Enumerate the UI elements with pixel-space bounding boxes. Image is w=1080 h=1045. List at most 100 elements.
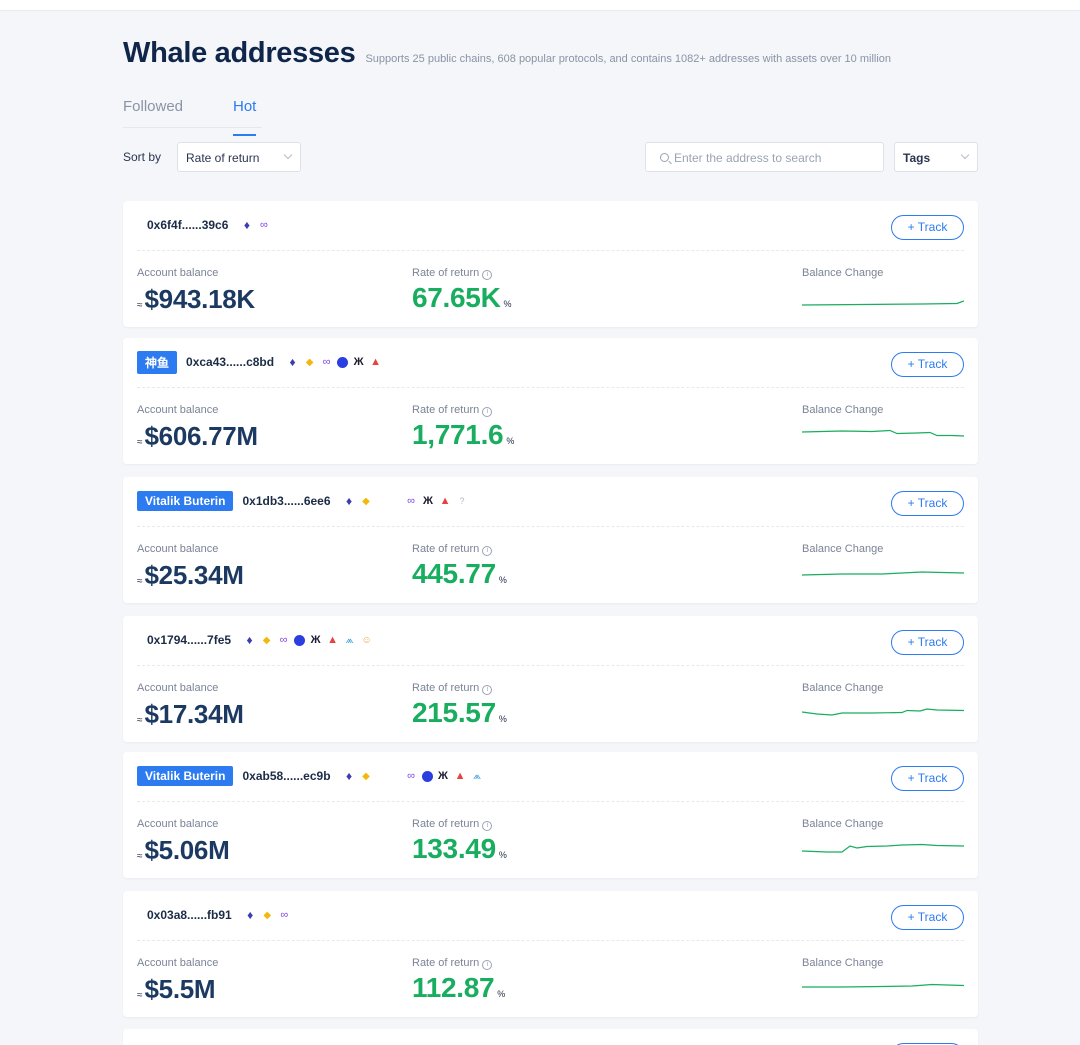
chevron-down-icon: [283, 150, 293, 160]
ethereum-icon: ♦: [345, 493, 353, 508]
account-balance-value: $25.34M: [144, 560, 244, 590]
fantom-icon: ⩕: [345, 634, 354, 646]
info-icon[interactable]: i: [482, 546, 493, 556]
address-link[interactable]: 0xab58......ec9b: [242, 769, 331, 783]
tags-select[interactable]: Tags: [894, 142, 978, 172]
rate-of-return: 1,771.6%: [412, 419, 514, 451]
chain-icons: ♦ ◆ ∞ Ж ▲ ⩕ ☺: [243, 633, 377, 647]
fantom-icon: ⩕: [473, 770, 481, 782]
approx-sign: ≈: [137, 300, 143, 311]
info-icon[interactable]: i: [482, 960, 493, 970]
track-button[interactable]: + Track: [891, 905, 964, 930]
address-link[interactable]: 0x1794......7fe5: [147, 633, 232, 647]
address-link[interactable]: 0x6f4f......39c6: [147, 218, 229, 232]
account-balance: ≈ $606.77M: [137, 421, 258, 452]
avalanche-icon: ▲: [370, 355, 382, 368]
chain-icons: ♦ ◆ ∞ Ж ▲?: [343, 493, 473, 508]
balance-change-sparkline: [802, 983, 964, 988]
rate-of-return-label: Rate of return i: [412, 957, 493, 970]
rate-of-return-label-text: Rate of return: [412, 682, 480, 694]
rate-of-return-label-text: Rate of return: [412, 957, 480, 969]
helium-icon: ☺: [361, 634, 372, 646]
polkadot-icon: [294, 634, 306, 646]
whale-card-partial: + Track: [123, 1029, 978, 1045]
tab-hot[interactable]: Hot: [233, 98, 257, 136]
address-link[interactable]: 0x1db3......6ee6: [242, 494, 331, 508]
address-tag-badge[interactable]: Vitalik Buterin: [137, 766, 234, 786]
card-divider: [137, 801, 964, 802]
percent-sign: %: [503, 299, 512, 309]
track-button[interactable]: + Track: [891, 630, 964, 655]
track-button[interactable]: + Track: [891, 766, 964, 791]
polygon-icon: ∞: [279, 633, 288, 646]
search-placeholder: Enter the address to search: [674, 151, 822, 165]
rate-of-return: 67.65K%: [412, 282, 512, 314]
card-divider: [137, 665, 964, 666]
page-title: Whale addresses: [123, 37, 356, 69]
account-balance-value: $606.77M: [144, 421, 259, 451]
address-row: Vitalik Buterin 0x1db3......6ee6 ♦ ◆ ∞ Ж ▲?: [137, 491, 473, 511]
address-row: Vitalik Buterin 0xab58......ec9b ♦ ◆ ∞ Ж ▲ ⩕: [137, 766, 488, 786]
rate-of-return-label: Rate of return i: [412, 682, 493, 695]
balance-change-label: Balance Change: [802, 267, 884, 279]
address-link[interactable]: 0x03a8......fb91: [147, 908, 232, 922]
track-button[interactable]: + Track: [891, 352, 964, 377]
card-divider: [137, 526, 964, 527]
polkadot-icon: [337, 356, 349, 368]
polygon-icon: ∞: [322, 355, 331, 368]
whale-card: 0x1794......7fe5 ♦ ◆ ∞ Ж ▲ ⩕ ☺ + Track Account ba…: [123, 616, 978, 742]
balance-change-sparkline: [802, 843, 964, 853]
approx-sign: ≈: [137, 715, 143, 726]
chevron-down-icon: [960, 150, 970, 160]
sort-select[interactable]: Rate of return: [177, 142, 301, 172]
sparkline-path: [802, 300, 964, 306]
search-input[interactable]: Enter the address to search: [645, 142, 884, 172]
whale-card: Vitalik Buterin 0xab58......ec9b ♦ ◆ ∞ Ж ▲ ⩕ + T…: [123, 752, 978, 878]
balance-change-label: Balance Change: [802, 404, 884, 416]
approx-sign: ≈: [137, 576, 143, 587]
track-button[interactable]: + Track: [891, 215, 964, 240]
info-icon[interactable]: i: [482, 821, 493, 831]
ethereum-icon: ♦: [345, 768, 353, 783]
rate-of-return-label-text: Rate of return: [412, 404, 480, 416]
balance-change-sparkline: [802, 300, 964, 306]
rate-of-return-value: 112.87: [412, 972, 495, 1003]
page-header: Whale addresses Supports 25 public chain…: [123, 37, 891, 70]
chain-icons: ♦ ∞: [240, 217, 274, 232]
rate-of-return-value: 215.57: [412, 697, 496, 728]
arbitrum-icon: Ж: [423, 494, 433, 507]
whale-card: 神鱼 0xca43......c8bd ♦ ◆ ∞ Ж ▲ + Track Account ba…: [123, 338, 978, 464]
rate-of-return-label-text: Rate of return: [412, 267, 480, 279]
address-link[interactable]: 0xca43......c8bd: [186, 355, 275, 369]
balance-change-label: Balance Change: [802, 682, 884, 694]
sort-selected-value: Rate of return: [186, 151, 260, 165]
account-balance: ≈ $17.34M: [137, 699, 244, 730]
ethereum-icon: ♦: [243, 217, 250, 232]
account-balance: ≈ $5.5M: [137, 974, 216, 1005]
rate-of-return: 133.49%: [412, 833, 507, 865]
rate-of-return-value: 1,771.6: [412, 419, 504, 450]
rate-of-return-label: Rate of return i: [412, 543, 493, 556]
address-row: 0x1794......7fe5 ♦ ◆ ∞ Ж ▲ ⩕ ☺: [137, 630, 377, 650]
address-row: 0x6f4f......39c6 ♦ ∞: [137, 215, 274, 235]
chain-icons: ♦ ◆ ∞ Ж ▲ ⩕: [343, 768, 488, 783]
top-bar: [0, 0, 1080, 11]
balance-change-label: Balance Change: [802, 818, 884, 830]
info-icon[interactable]: i: [482, 407, 493, 417]
tab-followed[interactable]: Followed: [123, 98, 184, 115]
address-tag-badge[interactable]: Vitalik Buterin: [137, 491, 234, 511]
info-icon[interactable]: i: [482, 270, 493, 280]
rate-of-return: 112.87%: [412, 972, 505, 1004]
account-balance-label: Account balance: [137, 818, 219, 830]
account-balance-value: $5.06M: [144, 835, 230, 865]
unknown-icon: ?: [459, 495, 465, 506]
percent-sign: %: [498, 850, 507, 860]
arbitrum-icon: Ж: [310, 633, 321, 646]
track-button[interactable]: + Track: [891, 491, 964, 516]
address-tag-badge[interactable]: 神鱼: [137, 350, 178, 374]
polygon-icon: ∞: [280, 908, 289, 921]
rate-of-return-value: 133.49: [412, 833, 496, 864]
percent-sign: %: [498, 714, 507, 724]
rate-of-return-label-text: Rate of return: [412, 543, 480, 555]
info-icon[interactable]: i: [482, 685, 493, 695]
